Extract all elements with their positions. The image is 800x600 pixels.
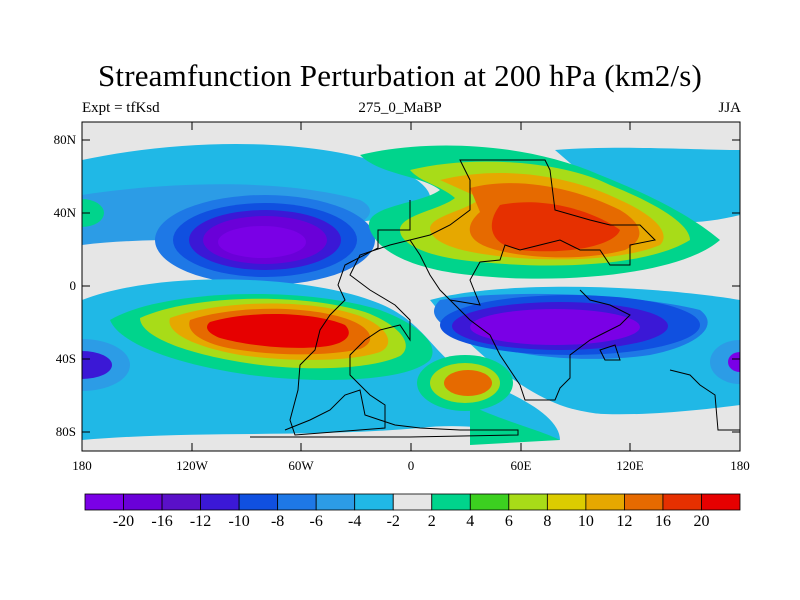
contour-field <box>82 122 740 451</box>
colorbar-label: 10 <box>577 513 594 530</box>
lon-label-60e: 60E <box>510 458 532 473</box>
lat-label-0: 0 <box>69 278 77 293</box>
lon-label-180e: 180 <box>730 458 750 473</box>
colorbar-label: -4 <box>348 513 362 530</box>
colorbar-label: -20 <box>112 513 135 530</box>
lon-label-180w: 180 <box>72 458 92 473</box>
colorbar-swatch <box>392 493 433 511</box>
colorbar-swatch <box>508 493 548 511</box>
lat-label-80s: 80S <box>55 424 76 439</box>
continent-outlines <box>250 159 740 438</box>
colorbar-swatch <box>546 493 587 511</box>
time-label: 275_0_MaBP <box>358 100 442 116</box>
plot-title: Streamfunction Perturbation at 200 hPa (… <box>97 58 703 93</box>
colorbar-label: 12 <box>616 513 633 530</box>
season-label: JJA <box>718 100 741 116</box>
colorbar-swatch <box>469 493 510 511</box>
colorbar-label: -8 <box>270 513 285 530</box>
colorbar-label: 2 <box>427 513 436 530</box>
colorbar-swatch <box>585 493 625 511</box>
colorbar-swatch <box>354 493 394 511</box>
colorbar-swatch <box>662 493 702 511</box>
colorbar-label: 8 <box>543 513 552 530</box>
colorbar-label: -6 <box>309 513 323 530</box>
colorbar-label: 16 <box>654 513 671 530</box>
lon-label-120e: 120E <box>616 458 644 473</box>
colorbar-swatch <box>238 493 279 511</box>
lon-label-60w: 60W <box>288 458 314 473</box>
colorbar-swatch <box>701 493 741 511</box>
colorbar-label: 20 <box>693 513 710 530</box>
colorbar-swatch <box>161 493 201 511</box>
colorbar-label: -12 <box>189 513 212 530</box>
colorbar-swatch <box>315 493 356 511</box>
lat-label-80n: 80N <box>53 132 76 147</box>
colorbar-label: -10 <box>228 513 250 530</box>
colorbar-swatch <box>84 493 124 511</box>
colorbar-swatch <box>431 493 471 511</box>
lon-label-0: 0 <box>407 458 415 473</box>
colorbar-swatch <box>123 493 163 511</box>
lat-label-40n: 40N <box>53 205 76 220</box>
axis-ticks <box>82 122 740 451</box>
lat-label-40s: 40S <box>55 351 76 366</box>
colorbar-label: 4 <box>466 513 475 530</box>
colorbar-swatch <box>200 493 240 511</box>
experiment-label: Expt = tfKsd <box>82 100 160 116</box>
colorbar-label: -16 <box>151 513 173 530</box>
colorbar <box>84 493 741 511</box>
lon-label-120w: 120W <box>176 458 208 473</box>
colorbar-label: 6 <box>504 513 513 530</box>
colorbar-label: -2 <box>386 513 400 530</box>
colorbar-swatch <box>624 493 664 511</box>
colorbar-swatch <box>277 493 317 511</box>
